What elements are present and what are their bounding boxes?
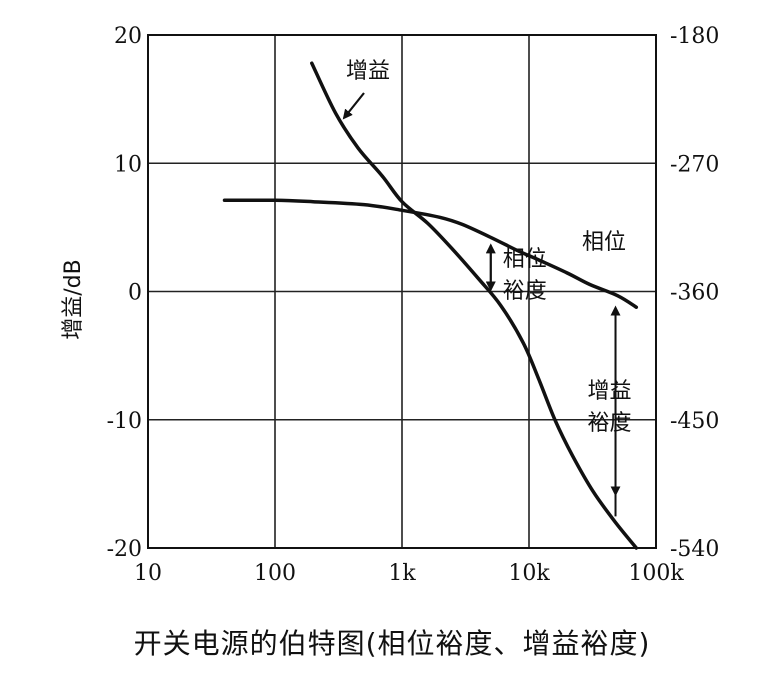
- y-tick-label: 20: [114, 24, 142, 49]
- x-tick-label: 10k: [508, 561, 550, 586]
- y2-tick-label: -450: [670, 409, 719, 434]
- x-tick-label: 10: [134, 561, 162, 586]
- y-tick-label: -20: [107, 537, 142, 562]
- y2-tick-label: -180: [670, 24, 719, 49]
- y-axis-label: 增益/dB: [61, 259, 86, 339]
- figure-caption: 开关电源的伯特图(相位裕度、增益裕度): [133, 627, 651, 660]
- y-tick-label: 10: [114, 152, 142, 177]
- gain-curve: [310, 61, 639, 550]
- gain-margin-label-line2: 裕度: [588, 411, 632, 436]
- plot-frame: [147, 34, 657, 549]
- x-tick-label: 100: [254, 561, 296, 586]
- y2-tick-label: -540: [670, 537, 719, 562]
- y-tick-label: -10: [107, 409, 142, 434]
- phase-curve: [222, 198, 639, 309]
- phase-curve-label: 相位: [582, 230, 626, 255]
- gain-label-arrow: [342, 92, 365, 120]
- y-tick-label: 0: [128, 281, 142, 306]
- y2-tick-label: -360: [670, 281, 719, 306]
- phase-margin-label-line1: 相位: [503, 247, 547, 272]
- gain-margin-label-line1: 增益: [588, 379, 632, 404]
- x-tick-label: 100k: [628, 561, 684, 586]
- x-tick-label: 1k: [388, 561, 416, 586]
- phase-margin-label-line2: 裕度: [503, 279, 547, 304]
- gain-curve-label: 增益: [346, 59, 390, 84]
- y2-tick-label: -270: [670, 152, 719, 177]
